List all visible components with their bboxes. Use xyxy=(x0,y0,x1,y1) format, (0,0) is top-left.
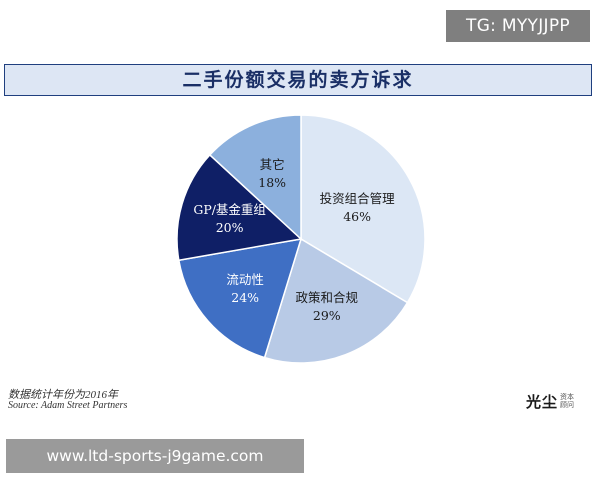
pie-slice xyxy=(300,114,426,304)
slice-label: 其它 xyxy=(260,157,285,172)
slice-label: 投资组合管理 xyxy=(320,191,396,206)
slice-value-label: 29% xyxy=(313,308,341,323)
pie-slice xyxy=(176,153,303,262)
brand-logo-side-top: 资本 xyxy=(560,393,575,401)
slice-label: 政策和合规 xyxy=(296,290,359,305)
data-year-note: 数据统计年份为2016年 xyxy=(8,389,118,401)
slice-label: 流动性 xyxy=(226,272,264,287)
brand-logo-side: 资本 顾问 xyxy=(560,393,574,409)
slice-value-label: 46% xyxy=(343,209,371,224)
brand-logo: 光尘 资本 顾问 xyxy=(526,388,574,414)
pie-slice xyxy=(177,238,303,359)
pie-slice xyxy=(263,237,409,364)
pie-chart: 投资组合管理 46% 政策和合规 29% 流动性 24% GP/基金重组 20% 其它 18% xyxy=(176,114,426,364)
pie-slice xyxy=(208,114,302,241)
brand-logo-side-bottom: 顾问 xyxy=(560,401,575,409)
slice-value-label: 24% xyxy=(231,290,259,305)
slice-label: GP/基金重组 xyxy=(193,202,266,217)
slice-value-label: 18% xyxy=(258,175,286,190)
chart-title: 二手份额交易的卖方诉求 xyxy=(4,64,592,96)
brand-logo-main: 光尘 xyxy=(526,392,559,411)
slice-value-label: 20% xyxy=(216,220,244,235)
watermark-tag: TG: MYYJJPP xyxy=(446,10,590,42)
source-note: Source: Adam Street Partners xyxy=(8,400,128,411)
watermark-url: www.ltd-sports-j9game.com xyxy=(6,439,304,473)
